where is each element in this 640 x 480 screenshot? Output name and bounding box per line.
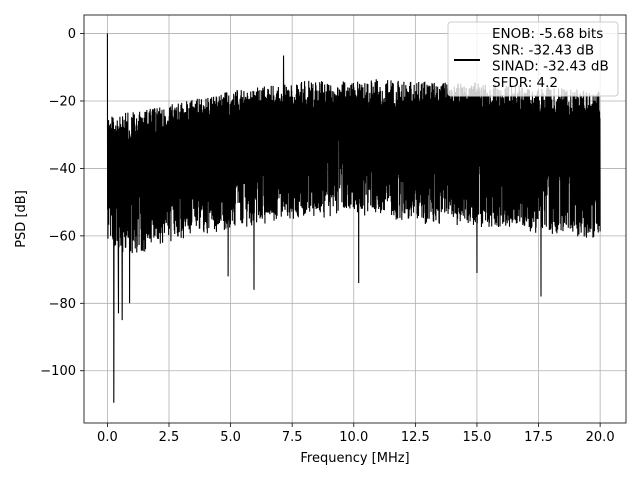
legend: ENOB: -5.68 bits SNR: -32.43 dB SINAD: -32… [447,21,619,97]
x-tick-label: 20.0 [586,430,615,445]
legend-box [447,21,619,97]
ticks: 0.0 2.5 5.0 7.5 10.0 12.5 15.0 17.5 20.0 0 −20 −40 −… [40,27,614,445]
psd-series-line [106,33,601,403]
y-tick-label: −20 [49,94,76,109]
y-tick-label: −100 [40,364,76,379]
legend-entry-label: ENOB: -5.68 bits SNR: -32.43 dB SINAD: -32… [492,26,609,91]
x-tick-label: 0.0 [97,430,118,445]
legend-line-text: SINAD: -32.43 dB [492,59,609,75]
legend-line-text: ENOB: -5.68 bits [492,26,603,42]
legend-line-text: SFDR: 4.2 [492,75,558,91]
x-tick-label: 5.0 [220,430,241,445]
x-tick-label: 2.5 [159,430,180,445]
legend-line-text: SNR: -32.43 dB [492,42,594,58]
y-axis-label: PSD [dB] [14,190,29,248]
x-tick-label: 12.5 [401,430,430,445]
x-axis-label: Frequency [MHz] [300,451,409,466]
y-tick-label: 0 [68,27,76,42]
plot-area [106,33,601,403]
axes-frame [83,14,627,424]
y-tick-label: −80 [49,297,76,312]
y-tick-label: −40 [49,162,76,177]
x-tick-label: 15.0 [462,430,491,445]
x-tick-label: 7.5 [282,430,303,445]
x-tick-label: 10.0 [339,430,368,445]
y-tick-label: −60 [49,229,76,244]
x-tick-label: 17.5 [524,430,553,445]
